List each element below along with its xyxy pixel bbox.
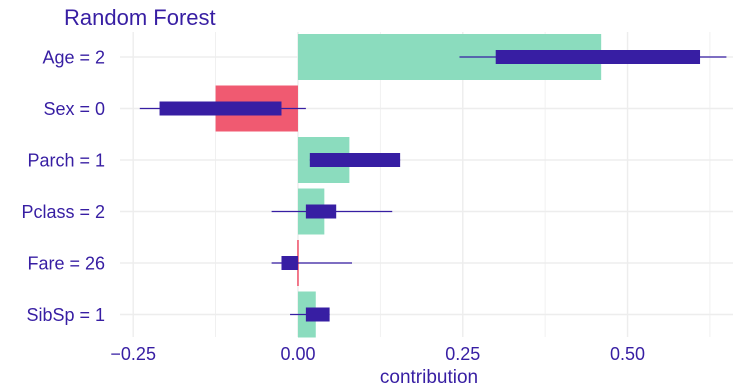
- chart-title: Random Forest: [64, 5, 216, 30]
- x-axis-tick-labels: −0.25 0.00 0.25 0.50: [110, 344, 645, 364]
- boxplot-box: [159, 101, 282, 116]
- x-axis-tick-label: −0.25: [110, 344, 156, 364]
- gridlines: [120, 32, 733, 337]
- boxplot-box: [309, 153, 401, 167]
- x-axis-tick-label: 0.25: [445, 344, 480, 364]
- y-axis-label: Pclass = 2: [21, 202, 105, 222]
- y-axis-label: Fare = 26: [27, 254, 105, 274]
- x-axis-tick-label: 0.50: [610, 344, 645, 364]
- y-axis-label: SibSp = 1: [26, 305, 105, 325]
- contribution-bars: [215, 34, 602, 338]
- boxplots: [139, 50, 727, 322]
- y-axis-labels: Age = 2 Sex = 0 Parch = 1 Pclass = 2 Fare = …: [21, 48, 105, 326]
- boxplot-box: [281, 256, 298, 270]
- y-axis-label: Parch = 1: [27, 151, 105, 171]
- x-axis-label: contribution: [380, 367, 478, 388]
- x-axis-tick-label: 0.00: [280, 344, 315, 364]
- boxplot-box: [305, 307, 330, 322]
- boxplot-box: [495, 50, 701, 64]
- boxplot-box: [305, 204, 337, 219]
- y-axis-label: Age = 2: [42, 48, 105, 68]
- y-axis-label: Sex = 0: [43, 99, 105, 119]
